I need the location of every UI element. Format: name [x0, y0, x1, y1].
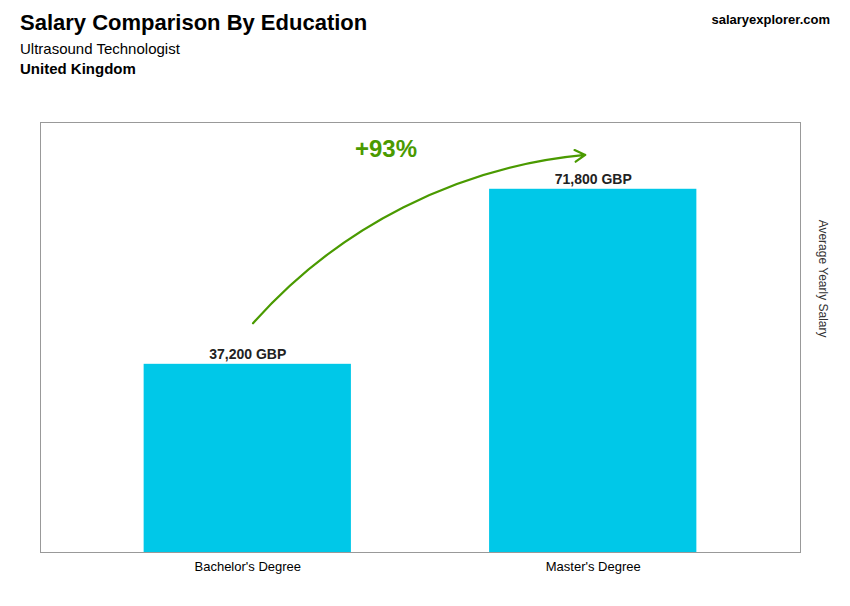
svg-text:Average Yearly Salary: Average Yearly Salary [816, 220, 830, 338]
html-text:Ultrasound Technologist: Ultrasound Technologist [20, 40, 180, 57]
html-text:Salary Comparison By Education: Salary Comparison By Education [20, 10, 368, 35]
svg-text:Bachelor's Degree: Bachelor's Degree [194, 559, 301, 574]
svg-text:Master's Degree: Master's Degree [546, 559, 641, 574]
svg-text:37,200 GBP: 37,200 GBP [209, 346, 286, 362]
html-text:salaryexplorer.com: salaryexplorer.com [711, 12, 830, 27]
html-text:United Kingdom: United Kingdom [20, 60, 136, 77]
svg-text:71,800 GBP: 71,800 GBP [555, 171, 632, 187]
svg-text:+93%: +93% [355, 135, 417, 162]
